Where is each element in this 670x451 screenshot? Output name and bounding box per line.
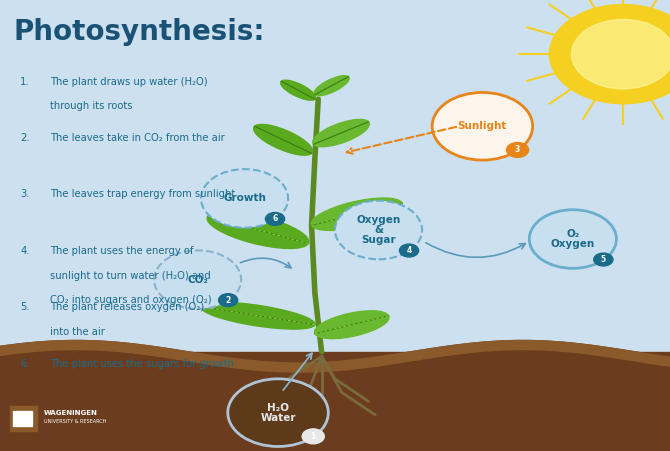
Text: The plant draws up water (H₂O): The plant draws up water (H₂O): [50, 77, 208, 87]
Polygon shape: [0, 352, 670, 451]
Text: 6.: 6.: [20, 359, 29, 368]
Circle shape: [399, 244, 419, 257]
Text: UNIVERSITY & RESEARCH: UNIVERSITY & RESEARCH: [44, 419, 106, 424]
Text: CO₂ into sugars and oxygen (O₂): CO₂ into sugars and oxygen (O₂): [50, 295, 212, 305]
Circle shape: [529, 210, 616, 268]
Text: Photosynthesis:: Photosynthesis:: [13, 18, 265, 46]
Text: sunlight to turn water (H₂O) and: sunlight to turn water (H₂O) and: [50, 271, 211, 281]
Circle shape: [302, 429, 324, 444]
Text: Water: Water: [261, 413, 295, 423]
Bar: [10, 406, 37, 431]
Text: Sugar: Sugar: [361, 235, 396, 245]
Text: The leaves trap energy from sunlight: The leaves trap energy from sunlight: [50, 189, 235, 199]
Text: through its roots: through its roots: [50, 101, 133, 111]
Circle shape: [432, 92, 533, 160]
Ellipse shape: [201, 302, 315, 329]
Ellipse shape: [314, 311, 389, 339]
Bar: [7, 392, 174, 437]
Text: The leaves take in CO₂ from the air: The leaves take in CO₂ from the air: [50, 133, 225, 143]
Text: 4: 4: [407, 246, 411, 255]
Text: &: &: [374, 225, 383, 235]
Text: 4.: 4.: [20, 246, 29, 256]
Text: H₂O: H₂O: [267, 403, 289, 413]
Text: 6: 6: [273, 215, 277, 223]
Text: 5.: 5.: [20, 302, 29, 312]
Text: Oxygen: Oxygen: [356, 215, 401, 225]
Text: 3: 3: [515, 146, 520, 154]
Circle shape: [228, 379, 328, 446]
Circle shape: [507, 143, 529, 157]
Polygon shape: [0, 341, 670, 451]
Text: Sunlight: Sunlight: [458, 121, 507, 131]
Circle shape: [572, 19, 670, 89]
Ellipse shape: [314, 76, 349, 96]
Text: Growth: Growth: [223, 193, 266, 203]
Bar: [0, 0, 670, 352]
Circle shape: [549, 5, 670, 104]
Circle shape: [218, 294, 238, 307]
Circle shape: [594, 253, 613, 266]
Text: The plant uses the sugars for growth: The plant uses the sugars for growth: [50, 359, 234, 368]
Text: CO₂: CO₂: [187, 275, 208, 285]
Text: 1: 1: [311, 432, 316, 441]
Circle shape: [201, 169, 288, 228]
Text: Oxygen: Oxygen: [551, 239, 595, 249]
Ellipse shape: [313, 120, 369, 147]
Text: The plant releases oxygen (O₂): The plant releases oxygen (O₂): [50, 302, 204, 312]
Circle shape: [335, 201, 422, 259]
Text: 2: 2: [226, 296, 230, 304]
Ellipse shape: [311, 198, 403, 230]
Text: 5: 5: [601, 255, 606, 264]
Text: into the air: into the air: [50, 327, 105, 337]
Text: 2.: 2.: [20, 133, 29, 143]
Text: O₂: O₂: [566, 229, 580, 239]
Circle shape: [154, 250, 241, 309]
Bar: [13, 411, 32, 426]
Text: 1.: 1.: [20, 77, 29, 87]
Text: The plant uses the energy of: The plant uses the energy of: [50, 246, 194, 256]
Text: 3.: 3.: [20, 189, 29, 199]
Circle shape: [265, 212, 285, 226]
Ellipse shape: [207, 212, 309, 249]
Text: WAGENINGEN: WAGENINGEN: [44, 410, 97, 416]
Ellipse shape: [253, 124, 313, 155]
Ellipse shape: [281, 80, 316, 100]
